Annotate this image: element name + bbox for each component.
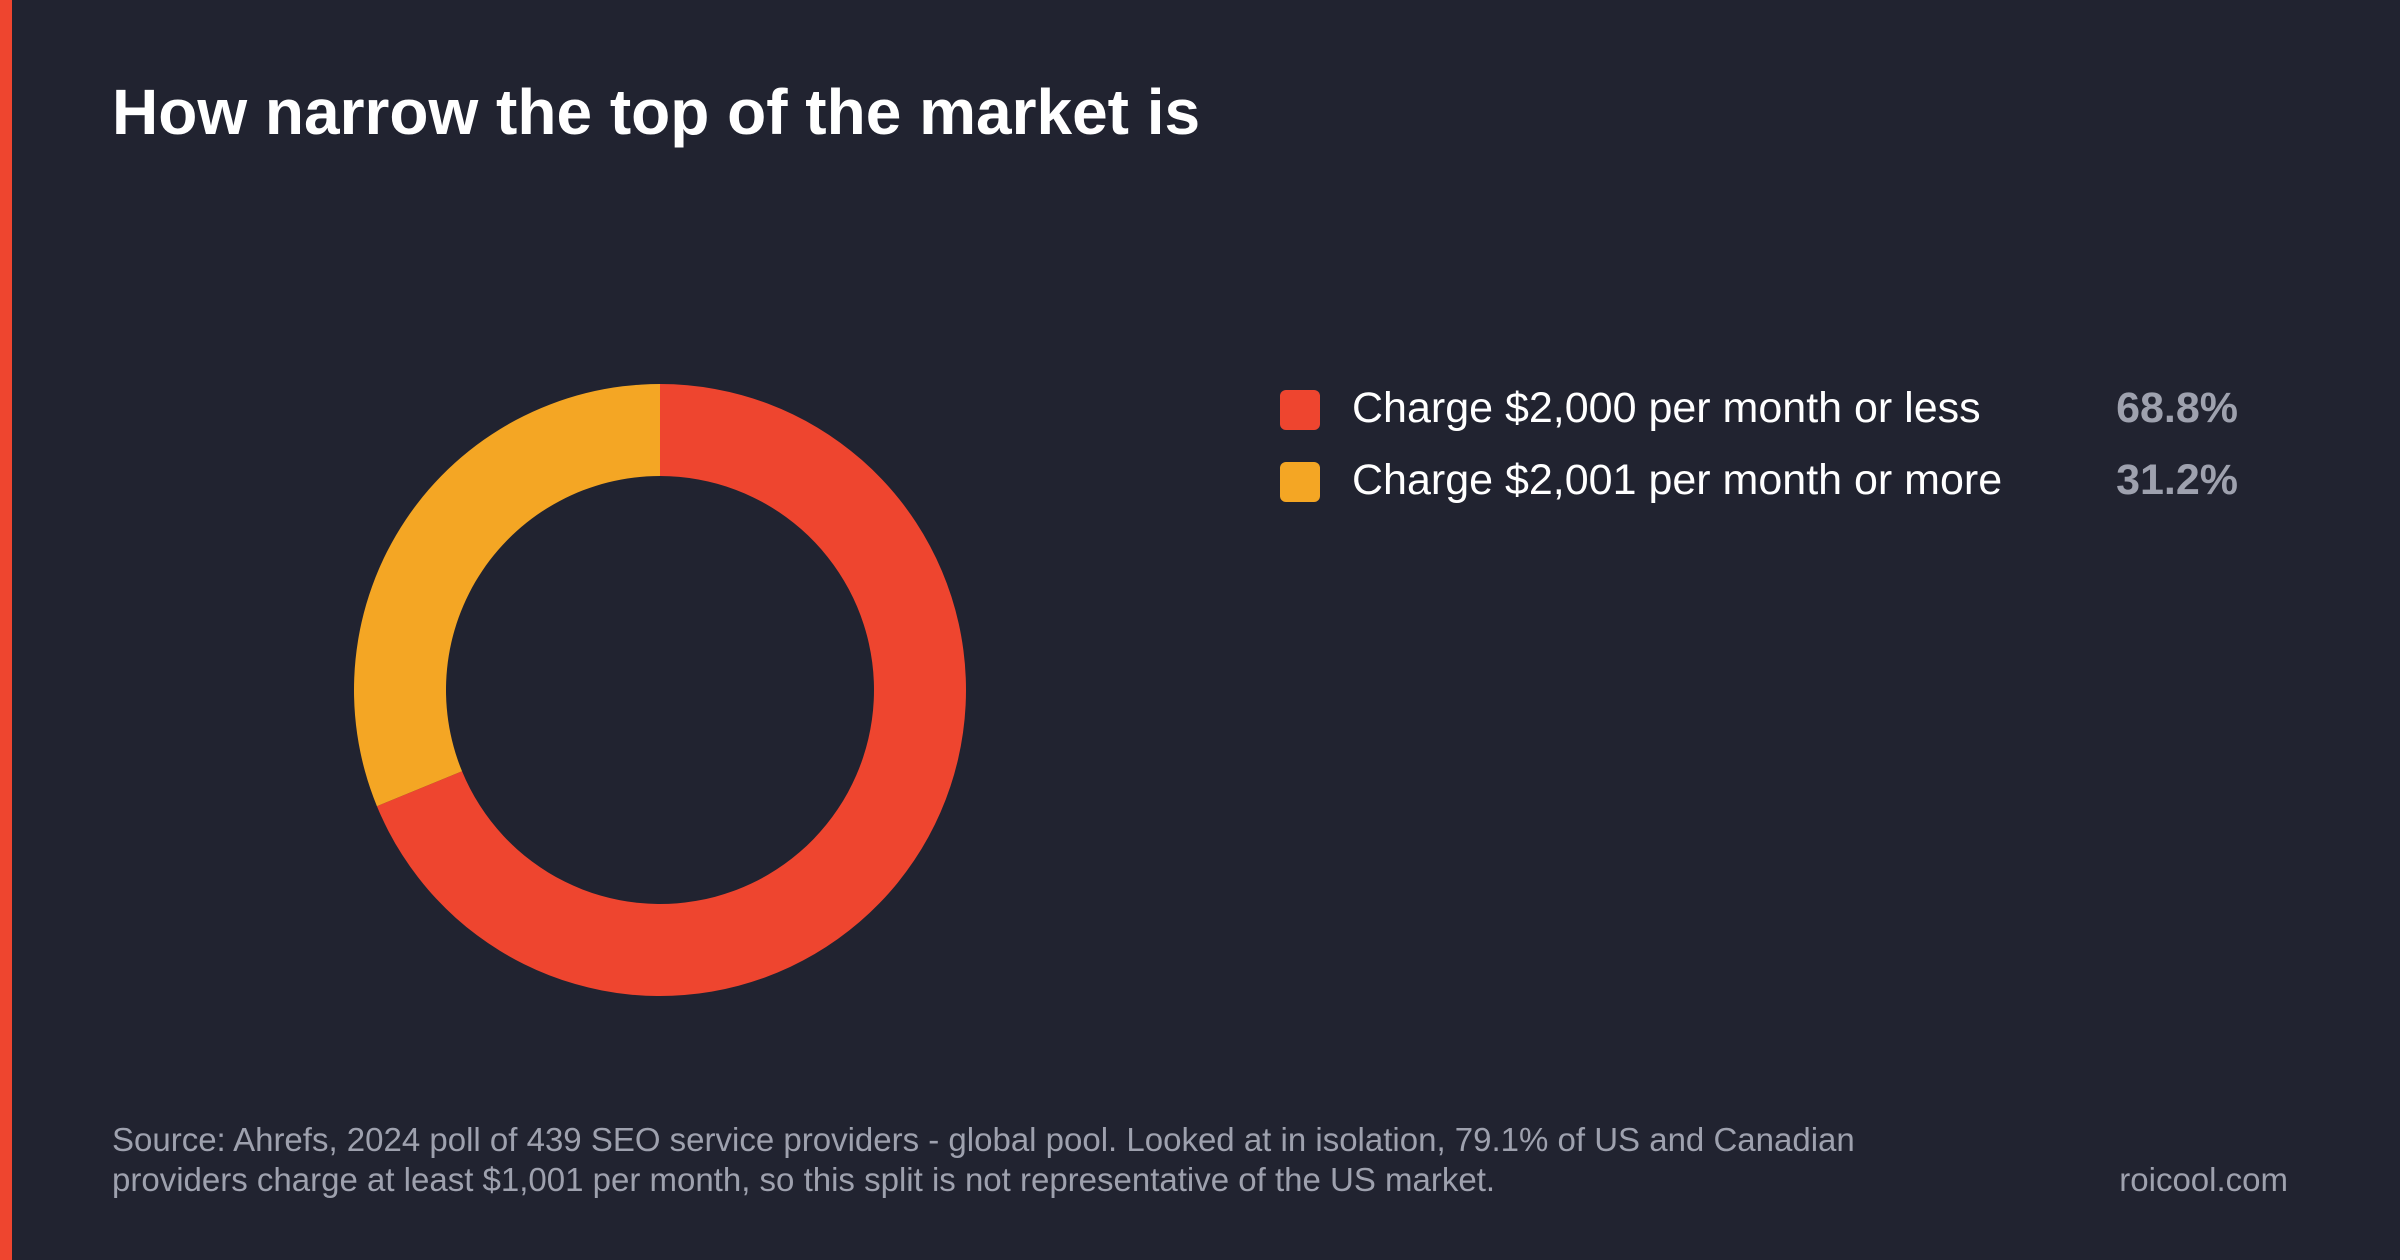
legend-item-high-price: Charge $2,001 per month or more 31.2% — [1280, 444, 2260, 516]
legend-label-low-price: Charge $2,000 per month or less — [1352, 384, 1981, 432]
donut-slices — [353, 384, 966, 997]
legend-swatch-high-price — [1280, 462, 1320, 502]
legend-item-low-price: Charge $2,000 per month or less 68.8% — [1280, 372, 2260, 444]
accent-bar — [0, 0, 12, 1260]
brand-link[interactable]: roicool.com — [2119, 1161, 2288, 1198]
legend-swatch-low-price — [1280, 390, 1320, 430]
donut-slice-low-price — [376, 384, 966, 997]
legend-value-high-price: 31.2% — [2116, 456, 2238, 504]
source-note: Source: Ahrefs, 2024 poll of 439 SEO ser… — [112, 1120, 2012, 1200]
chart-title: How narrow the top of the market is — [112, 76, 1201, 148]
source-line-1: Source: Ahrefs, 2024 poll of 439 SEO ser… — [112, 1121, 1855, 1158]
legend-value-low-price: 68.8% — [2116, 384, 2238, 432]
donut-slice-high-price — [353, 384, 660, 807]
source-line-2: providers charge at least $1,001 per mon… — [112, 1161, 1496, 1198]
legend: Charge $2,000 per month or less 68.8% Ch… — [1280, 372, 2260, 516]
legend-label-high-price: Charge $2,001 per month or more — [1352, 456, 2003, 504]
